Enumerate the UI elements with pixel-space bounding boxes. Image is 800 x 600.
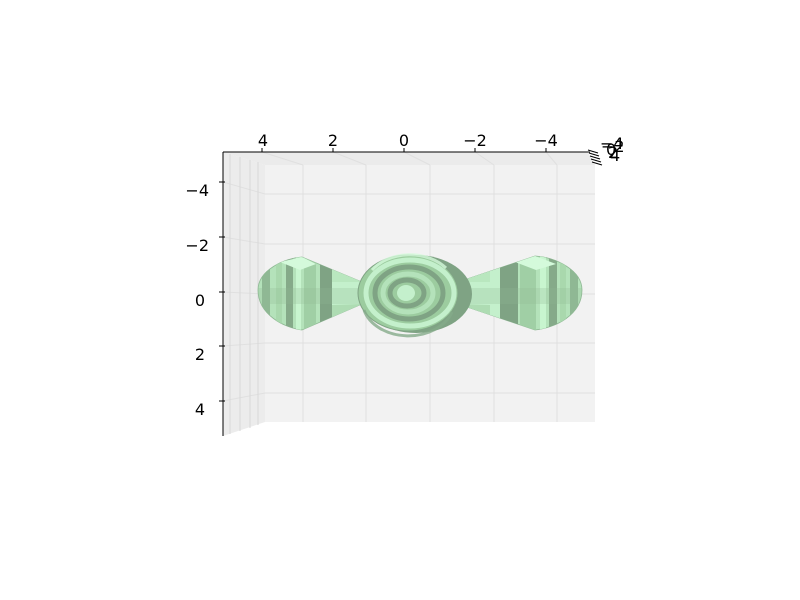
top-pane	[223, 152, 595, 165]
right-lobe-band	[540, 256, 546, 330]
center-lobe-ring	[372, 264, 446, 322]
z-tick-labels: −4 −2 0 2 4	[600, 134, 625, 165]
z-tick-label: −4	[600, 134, 624, 153]
gridline-top-4	[474, 151, 495, 166]
z-tick-label: 0	[606, 140, 616, 159]
z-tick-label: 2	[608, 143, 618, 162]
gridline-top-3	[403, 151, 431, 166]
left-lobe-shade	[258, 288, 362, 304]
z-tick-mark	[588, 152, 600, 157]
z-tick-mark	[591, 161, 603, 166]
x-tick-label: −2	[463, 131, 487, 150]
y-tick-labels: −4 −2 0 2 4	[185, 181, 209, 419]
right-lobe-band	[570, 256, 578, 330]
y-tick-label: 0	[195, 291, 205, 310]
z-tick-label: −2	[601, 137, 625, 156]
z-tick-mark	[587, 149, 599, 154]
right-lobe-band	[560, 256, 566, 330]
right-lobe-band	[520, 256, 536, 330]
gridline-top-1	[261, 151, 304, 166]
y-tick-label: 4	[195, 400, 205, 419]
left-lobe-band	[304, 257, 316, 330]
left-pane	[223, 152, 265, 436]
right-lobe-band	[500, 256, 518, 330]
x-tick-labels: 4 2 0 −2 −4	[258, 131, 558, 150]
z-tick-label: 4	[610, 146, 620, 165]
left-lobe-band	[296, 257, 301, 330]
gridline-top-5	[545, 151, 558, 166]
center-lobe-core	[397, 285, 415, 301]
left-lobe-band	[276, 257, 282, 330]
center-lobe-ring	[387, 277, 427, 309]
y-tick-label: 2	[195, 345, 205, 364]
axis-spines	[222, 151, 590, 436]
x-tick-label: 4	[258, 131, 268, 150]
right-lobe-band	[549, 256, 557, 330]
x-tick-label: 2	[328, 131, 338, 150]
left-lobe-band	[286, 257, 293, 330]
y-tick-label: −2	[185, 236, 209, 255]
x-tick-label: 0	[399, 131, 409, 150]
right-lobe-facet	[515, 256, 556, 270]
left-lobe-facet	[280, 257, 316, 270]
right-lobe-shade	[458, 288, 582, 304]
left-lobe-band	[320, 257, 332, 330]
center-lobe-shadow	[362, 309, 454, 338]
center-lobe-ring	[363, 257, 457, 329]
left-lobe-band	[262, 257, 270, 330]
center-lobe-highlight	[370, 253, 448, 272]
z-tick-mark	[589, 155, 601, 160]
gridline-top-2	[332, 151, 367, 166]
y-tick-label: −4	[185, 181, 209, 200]
tick-marks	[219, 148, 603, 402]
z-tick-mark	[590, 158, 602, 163]
x-tick-label: −4	[534, 131, 558, 150]
center-lobe-ring	[380, 271, 436, 315]
center-lobe	[357, 253, 472, 338]
